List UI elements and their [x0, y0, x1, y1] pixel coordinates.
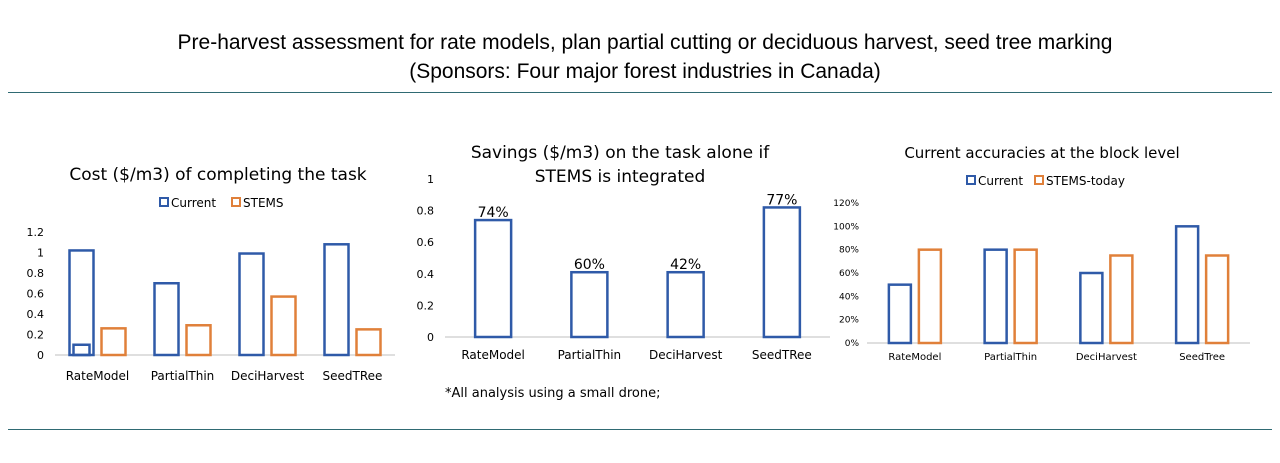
legend-swatch-current: [159, 197, 169, 207]
chart-title-line: Savings ($/m3) on the task alone if: [471, 143, 770, 163]
y-tick-label: 40%: [839, 292, 859, 302]
y-tick-label: 1.2: [27, 226, 45, 239]
bar-stems: [355, 328, 382, 357]
bar-current: [1174, 225, 1200, 345]
x-tick-label: PartialThin: [984, 352, 1037, 363]
data-label: 77%: [766, 192, 797, 208]
y-tick-label: 80%: [839, 246, 859, 256]
cost-chart-svg: Cost ($/m3) of completing the task Curren…: [27, 165, 395, 383]
bar-stems: [100, 327, 127, 357]
x-tick-label: RateModel: [461, 348, 525, 362]
footnote: *All analysis using a small drone;: [445, 386, 661, 401]
title-line-1: Pre-harvest assessment for rate models, …: [177, 31, 1113, 54]
bar-current: [887, 283, 913, 345]
y-tick-label: 0%: [845, 339, 860, 349]
chart-title: Cost ($/m3) of completing the task: [69, 165, 366, 185]
bar-current: [1079, 271, 1104, 345]
y-tick-label: 0.2: [27, 329, 45, 342]
bar-savings: [762, 206, 802, 339]
y-tick-label: 0.8: [417, 205, 435, 218]
x-tick-label: SeedTree: [1179, 352, 1225, 363]
x-tick-label: DeciHarvest: [1076, 352, 1137, 363]
x-tick-label: PartialThin: [151, 369, 215, 383]
legend-label-current: Current: [978, 174, 1023, 188]
bar-stems: [270, 295, 297, 357]
bar-savings: [666, 270, 705, 339]
bar-current: [983, 248, 1008, 345]
y-tick-label: 1: [37, 247, 44, 260]
y-tick-label: 0.4: [27, 308, 45, 321]
y-tick-label: 0.8: [27, 267, 45, 280]
x-tick-label: PartialThin: [558, 348, 622, 362]
legend-swatch-stems: [231, 197, 241, 207]
x-tick-label: RateModel: [66, 369, 130, 383]
bar-savings: [570, 270, 609, 339]
bar-current: [238, 252, 265, 357]
data-label: 42%: [670, 257, 701, 273]
x-tick-label: SeedTRee: [323, 369, 383, 383]
y-tick-label: 0: [427, 331, 434, 344]
bar-stems-today: [1013, 248, 1038, 345]
savings-chart-svg: Savings ($/m3) on the task alone if STEMS…: [417, 143, 830, 362]
y-tick-label: 0.2: [417, 299, 435, 312]
page-title: Pre-harvest assessment for rate models, …: [0, 28, 1280, 86]
y-tick-label: 1: [427, 173, 434, 186]
bar-stems-today: [1109, 254, 1134, 345]
x-tick-label: DeciHarvest: [231, 369, 305, 383]
y-tick-label: 120%: [833, 199, 859, 209]
bar-savings: [473, 218, 513, 339]
legend-label-stems: STEMS: [243, 196, 284, 210]
title-line-2: (Sponsors: Four major forest industries …: [409, 60, 881, 83]
accuracy-chart-svg: Current accuracies at the block level Cur…: [833, 144, 1250, 363]
y-tick-label: 100%: [833, 222, 859, 232]
cost-chart: Cost ($/m3) of completing the task Curren…: [0, 150, 410, 390]
bar-current: [323, 243, 350, 357]
bar-stems-today: [917, 248, 943, 345]
bar-current: [153, 282, 180, 357]
bar-stems: [185, 324, 212, 357]
y-tick-label: 60%: [839, 269, 859, 279]
y-tick-label: 0.6: [27, 288, 45, 301]
y-tick-label: 0.4: [417, 268, 435, 281]
bottom-divider: [8, 429, 1272, 430]
x-tick-label: DeciHarvest: [649, 348, 723, 362]
x-tick-label: RateModel: [888, 352, 941, 363]
y-tick-label: 20%: [839, 316, 859, 326]
chart-title-line: STEMS is integrated: [535, 167, 706, 187]
bar-stems-today: [1204, 254, 1230, 345]
accuracy-chart: Current accuracies at the block level Cur…: [833, 136, 1255, 376]
x-tick-label: SeedTRee: [752, 348, 812, 362]
legend-swatch-stems-today: [1034, 175, 1044, 185]
savings-chart: Savings ($/m3) on the task alone if STEMS…: [410, 132, 840, 372]
chart-title: Current accuracies at the block level: [904, 144, 1179, 162]
legend-label-stems-today: STEMS-today: [1046, 174, 1125, 188]
bar-current: [68, 249, 95, 357]
bar-current-overlay: [72, 343, 91, 357]
y-tick-label: 0: [37, 349, 44, 362]
y-tick-label: 0.6: [417, 236, 435, 249]
top-divider: [8, 92, 1272, 93]
legend-label-current: Current: [171, 196, 216, 210]
data-label: 60%: [574, 257, 605, 273]
data-label: 74%: [478, 205, 509, 221]
legend-swatch-current: [966, 175, 976, 185]
